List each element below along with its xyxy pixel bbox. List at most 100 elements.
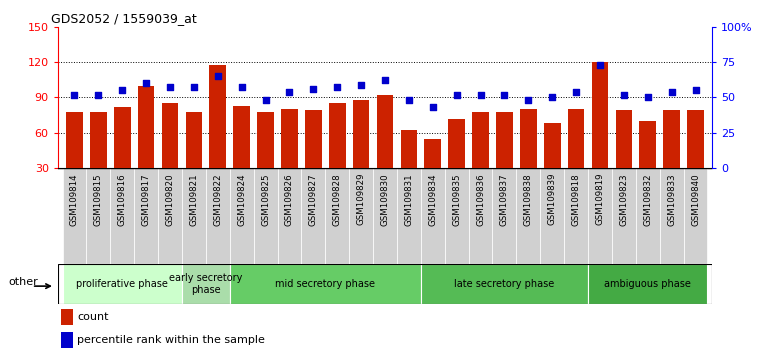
- Point: [212, 73, 224, 79]
- Bar: [421, 168, 445, 264]
- Bar: [591, 62, 608, 168]
- Bar: [90, 112, 107, 168]
- Bar: [349, 168, 373, 264]
- Text: GSM109834: GSM109834: [428, 173, 437, 225]
- Text: GSM109815: GSM109815: [94, 173, 103, 225]
- Point: [641, 95, 654, 100]
- Bar: [588, 264, 708, 304]
- Bar: [472, 112, 489, 168]
- Point: [331, 85, 343, 90]
- Text: GSM109840: GSM109840: [691, 173, 700, 225]
- Point: [69, 92, 81, 97]
- Text: mid secretory phase: mid secretory phase: [276, 279, 375, 289]
- Bar: [660, 168, 684, 264]
- Text: GSM109814: GSM109814: [70, 173, 79, 225]
- Bar: [233, 105, 250, 168]
- Bar: [445, 168, 469, 264]
- Text: other: other: [8, 277, 38, 287]
- Text: late secretory phase: late secretory phase: [454, 279, 554, 289]
- Bar: [567, 109, 584, 168]
- Text: GSM109822: GSM109822: [213, 173, 223, 225]
- Bar: [301, 168, 325, 264]
- Point: [140, 80, 152, 86]
- Text: ambiguous phase: ambiguous phase: [604, 279, 691, 289]
- Text: GDS2052 / 1559039_at: GDS2052 / 1559039_at: [51, 12, 197, 25]
- Bar: [544, 123, 561, 168]
- Point: [665, 89, 678, 95]
- Point: [188, 85, 200, 90]
- Text: GSM109836: GSM109836: [476, 173, 485, 225]
- Bar: [110, 168, 134, 264]
- Bar: [493, 168, 517, 264]
- Point: [546, 95, 558, 100]
- Bar: [663, 110, 680, 168]
- Bar: [66, 112, 83, 168]
- Point: [355, 82, 367, 87]
- Bar: [229, 168, 253, 264]
- Bar: [158, 168, 182, 264]
- Bar: [639, 121, 656, 168]
- Bar: [162, 103, 179, 168]
- Point: [379, 78, 391, 83]
- Text: GSM109833: GSM109833: [667, 173, 676, 225]
- Bar: [353, 100, 370, 168]
- Bar: [448, 119, 465, 168]
- Text: GSM109827: GSM109827: [309, 173, 318, 225]
- Text: GSM109835: GSM109835: [452, 173, 461, 225]
- Bar: [257, 112, 274, 168]
- Text: GSM109826: GSM109826: [285, 173, 294, 225]
- Text: GSM109839: GSM109839: [547, 173, 557, 225]
- Point: [498, 92, 511, 97]
- Bar: [615, 110, 632, 168]
- Point: [403, 97, 415, 103]
- Text: GSM109825: GSM109825: [261, 173, 270, 225]
- Text: GSM109816: GSM109816: [118, 173, 127, 225]
- Bar: [253, 168, 277, 264]
- Text: proliferative phase: proliferative phase: [76, 279, 168, 289]
- Point: [307, 86, 320, 92]
- Text: GSM109820: GSM109820: [166, 173, 175, 225]
- Text: GSM109824: GSM109824: [237, 173, 246, 225]
- Point: [259, 97, 272, 103]
- Text: GSM109837: GSM109837: [500, 173, 509, 225]
- Bar: [541, 168, 564, 264]
- Bar: [134, 168, 158, 264]
- Text: GSM109831: GSM109831: [404, 173, 413, 225]
- Text: GSM109829: GSM109829: [357, 173, 366, 225]
- Text: GSM109818: GSM109818: [571, 173, 581, 225]
- Point: [618, 92, 630, 97]
- Bar: [397, 168, 421, 264]
- Bar: [305, 110, 322, 168]
- Bar: [182, 168, 206, 264]
- Bar: [687, 110, 704, 168]
- Bar: [114, 107, 131, 168]
- Point: [450, 92, 463, 97]
- Point: [164, 85, 176, 90]
- Point: [474, 92, 487, 97]
- Point: [283, 89, 296, 95]
- Text: GSM109832: GSM109832: [643, 173, 652, 225]
- Bar: [496, 112, 513, 168]
- Bar: [377, 95, 393, 168]
- Bar: [612, 168, 636, 264]
- Bar: [277, 168, 301, 264]
- Text: GSM109819: GSM109819: [595, 173, 604, 225]
- Bar: [400, 130, 417, 168]
- Text: count: count: [77, 312, 109, 322]
- Bar: [424, 139, 441, 168]
- Point: [689, 87, 701, 93]
- Bar: [329, 103, 346, 168]
- Text: GSM109838: GSM109838: [524, 173, 533, 225]
- Bar: [281, 109, 298, 168]
- Bar: [588, 168, 612, 264]
- Bar: [469, 168, 493, 264]
- Point: [236, 85, 248, 90]
- Point: [570, 89, 582, 95]
- Bar: [182, 264, 229, 304]
- Point: [427, 104, 439, 110]
- Text: GSM109823: GSM109823: [619, 173, 628, 225]
- Bar: [206, 168, 229, 264]
- Bar: [209, 65, 226, 168]
- Bar: [61, 309, 73, 325]
- Bar: [229, 264, 421, 304]
